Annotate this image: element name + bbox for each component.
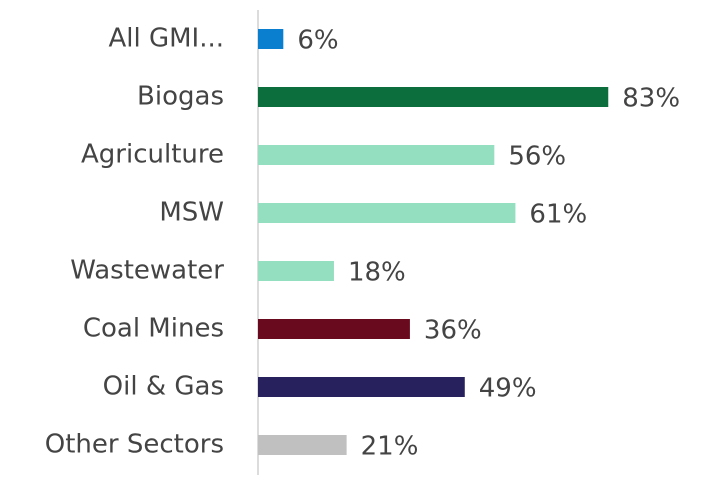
bar [258, 87, 609, 107]
bar [258, 145, 495, 165]
value-label: 21% [361, 432, 419, 462]
category-label: Wastewater [70, 256, 224, 286]
category-label: All GMI... [108, 24, 224, 54]
category-label: Other Sectors [45, 430, 224, 460]
bar [258, 377, 465, 397]
category-label: MSW [159, 198, 224, 228]
bar [258, 203, 516, 223]
bar [258, 435, 347, 455]
value-label: 18% [348, 258, 406, 288]
category-label: Biogas [137, 82, 224, 112]
value-label: 83% [622, 84, 680, 114]
value-label: 6% [297, 26, 338, 56]
category-label: Agriculture [81, 140, 224, 170]
category-label: Oil & Gas [103, 372, 224, 402]
category-label: Coal Mines [83, 314, 224, 344]
value-label: 61% [529, 200, 587, 230]
value-label: 49% [479, 374, 537, 404]
value-label: 36% [424, 316, 482, 346]
bar [258, 319, 410, 339]
bar [258, 29, 284, 49]
bar [258, 261, 334, 281]
value-label: 56% [508, 142, 566, 172]
